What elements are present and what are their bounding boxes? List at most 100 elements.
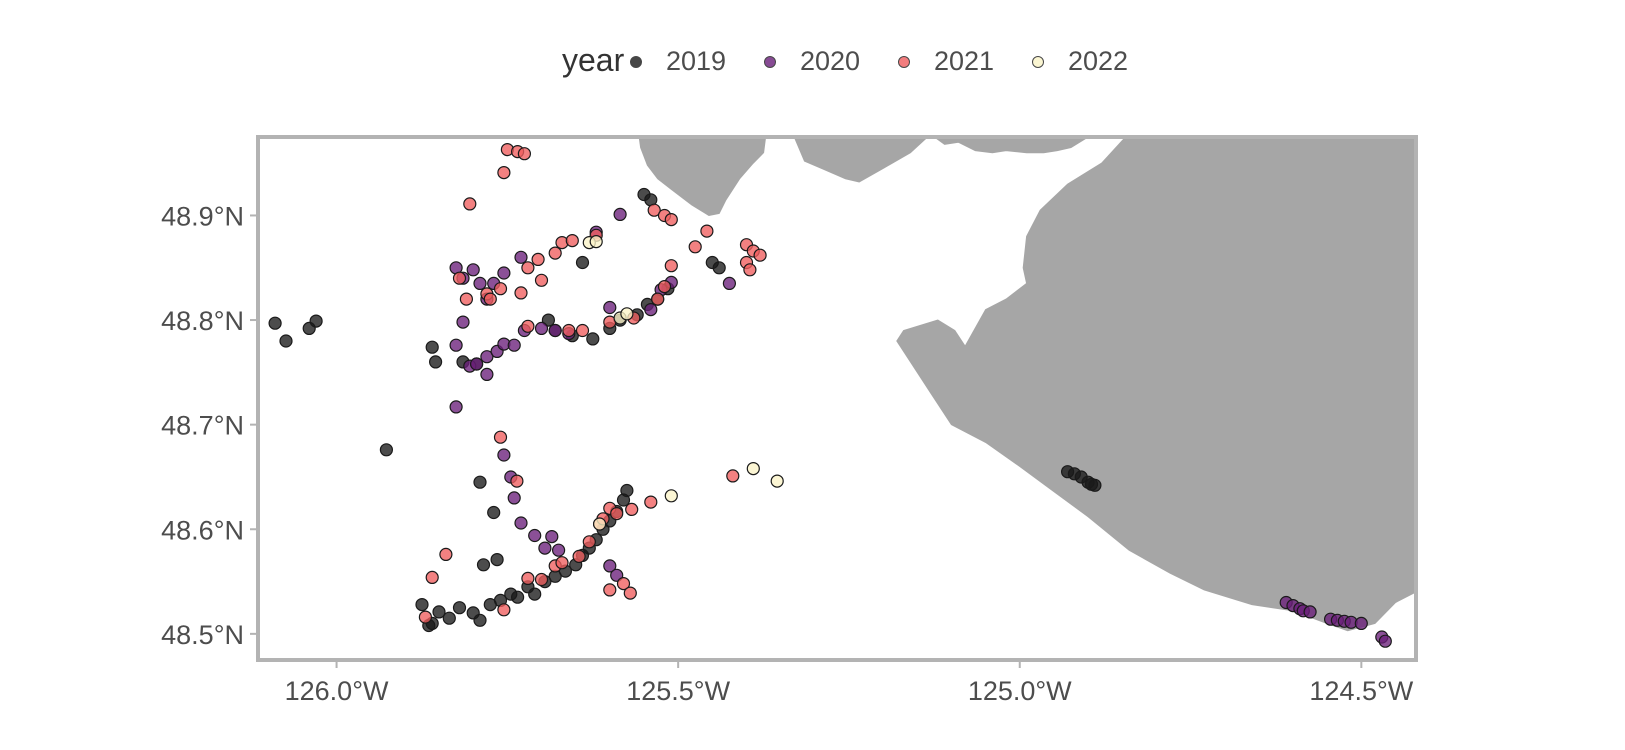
point-2020 [722, 276, 737, 290]
point-2020 [507, 491, 521, 505]
point-2021 [483, 292, 497, 306]
point-2021 [459, 292, 473, 306]
point-2021 [565, 234, 579, 248]
y-axis: 48.9°N 48.8°N 48.7°N 48.6°N 48.5°N [161, 201, 256, 650]
x-tick-label: 124.5°W [1309, 676, 1413, 706]
point-2020 [1378, 634, 1392, 648]
point-2019 [473, 475, 487, 489]
y-tick-label: 48.5°N [161, 620, 244, 650]
point-2020 [449, 338, 463, 352]
point-2019 [487, 505, 501, 520]
legend-key-2021-icon [898, 55, 910, 68]
point-2021 [418, 610, 432, 624]
point-2021 [425, 570, 439, 585]
point-2021 [493, 282, 508, 296]
legend-item-2021: 2021 [898, 46, 994, 77]
point-2021 [753, 248, 767, 262]
point-2021 [625, 502, 639, 516]
point-2019 [476, 558, 491, 572]
legend-label-2021: 2021 [934, 46, 995, 76]
land-headland-north-2 [793, 137, 929, 183]
point-2020 [449, 400, 463, 414]
point-2020 [466, 263, 480, 277]
point-2022 [589, 235, 603, 249]
panel-border [256, 135, 1418, 662]
point-2019 [490, 552, 504, 567]
point-2022 [664, 489, 678, 503]
point-2020 [497, 266, 511, 280]
point-2021 [726, 469, 740, 483]
point-2019 [1088, 478, 1102, 492]
x-tick-label: 125.5°W [626, 676, 730, 706]
legend-item-2020: 2020 [764, 46, 860, 77]
land-headland-north-1 [638, 137, 767, 217]
y-tick-label: 48.6°N [161, 515, 244, 545]
point-2019 [442, 611, 456, 625]
point-2020 [528, 528, 542, 543]
point-2020 [456, 315, 470, 329]
point-2020 [514, 250, 528, 264]
point-2021 [497, 603, 511, 617]
point-2022 [620, 307, 634, 321]
legend-key-2022-icon [1032, 55, 1044, 68]
point-2021 [534, 572, 549, 587]
legend-label-2022: 2022 [1068, 46, 1129, 76]
point-2019 [268, 316, 282, 330]
point-2019 [620, 483, 634, 498]
point-2019 [429, 355, 443, 369]
point-2020 [480, 367, 494, 381]
point-2021 [497, 166, 511, 180]
point-2020 [507, 338, 521, 352]
point-2021 [555, 556, 569, 570]
point-2021 [657, 280, 672, 294]
point-2021 [664, 259, 678, 273]
point-2021 [521, 319, 535, 333]
point-2021 [664, 213, 678, 227]
point-2022 [746, 462, 760, 476]
legend-item-2019: 2019 [630, 46, 726, 77]
point-2021 [439, 547, 453, 562]
point-2021 [463, 197, 477, 211]
point-2021 [510, 474, 524, 488]
point-2021 [575, 323, 590, 338]
x-axis: 126.0°W 125.5°W 125.0°W 124.5°W [285, 662, 1414, 706]
land-headland-north-3 [933, 137, 1090, 154]
point-2021 [603, 583, 617, 597]
point-2021 [534, 273, 549, 287]
point-2019 [379, 443, 393, 457]
point-2020 [1354, 616, 1368, 631]
legend-item-2022: 2022 [1032, 46, 1128, 77]
legend-key-2020-icon [764, 55, 776, 68]
x-tick-label: 125.0°W [968, 676, 1072, 706]
point-2021 [688, 240, 702, 254]
point-2021 [644, 495, 658, 509]
land-mainland [896, 137, 1416, 632]
point-2021 [582, 535, 596, 549]
point-2019 [309, 314, 323, 328]
legend-label-2020: 2020 [800, 46, 861, 76]
point-2021 [493, 430, 508, 444]
y-tick-label: 48.9°N [161, 201, 244, 231]
point-2020 [603, 559, 617, 573]
point-2022 [770, 474, 784, 488]
point-2020 [497, 448, 511, 462]
point-2021 [452, 271, 467, 285]
point-2021 [647, 203, 661, 217]
point-2020 [470, 357, 484, 371]
point-2021 [562, 323, 576, 338]
point-2020 [480, 350, 494, 364]
point-2021 [743, 263, 757, 277]
point-2020 [473, 276, 487, 290]
point-2019 [473, 613, 487, 627]
point-2020 [548, 323, 562, 338]
point-2019 [452, 601, 467, 615]
points-layer [268, 143, 1392, 648]
y-tick-label: 48.8°N [161, 306, 244, 336]
point-2019 [425, 340, 439, 354]
legend-key-2019-icon [630, 55, 642, 68]
legend-title: year [562, 42, 625, 78]
point-2021 [521, 261, 535, 275]
point-2022 [592, 517, 607, 531]
point-2019 [575, 255, 590, 270]
point-2021 [531, 252, 545, 266]
